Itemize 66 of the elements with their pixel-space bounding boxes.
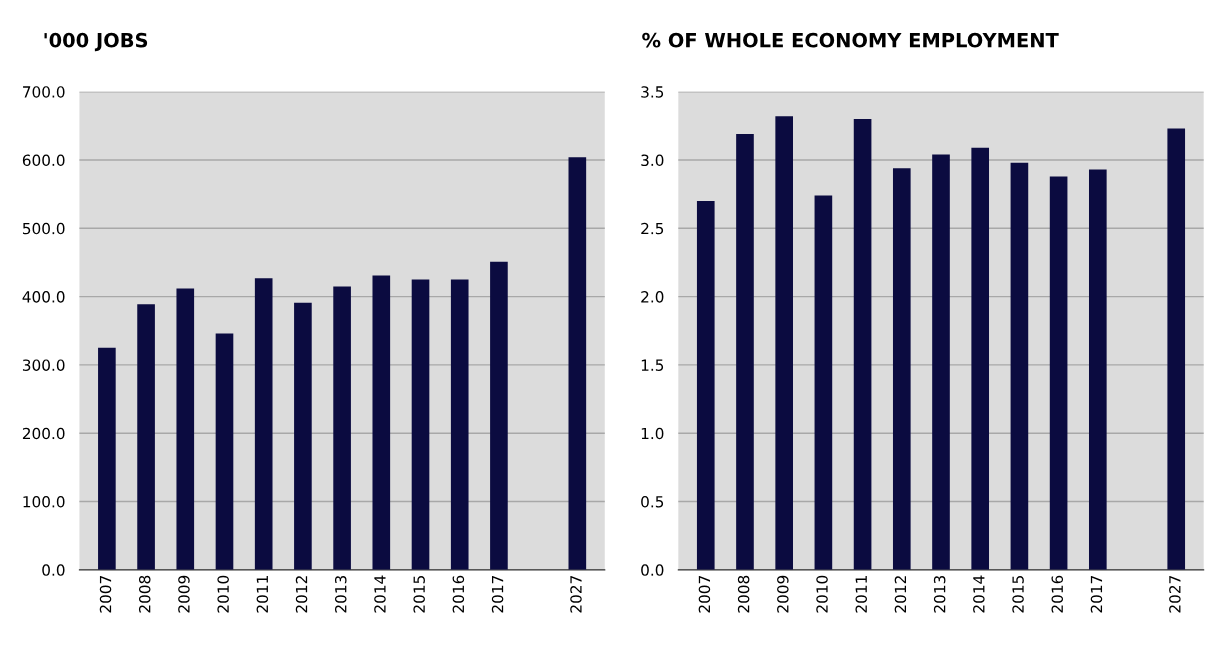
y-tick-label: 300.0 [22, 359, 65, 371]
y-tick-label: 400.0 [22, 291, 65, 303]
bar [971, 147, 990, 570]
x-tick-label: 2011 [855, 576, 868, 613]
y-tick-label: 200.0 [22, 427, 65, 440]
x-tick-label: 2027 [1169, 576, 1181, 613]
x-tick-label: 2016 [1051, 575, 1064, 613]
bar [932, 154, 950, 570]
bar [333, 286, 351, 570]
x-tick-label: 2009 [178, 575, 190, 613]
y-tick-label: 1.0 [641, 427, 664, 440]
x-tick-label: 2010 [217, 575, 229, 613]
bar [1049, 176, 1068, 570]
y-tick-label: 600.0 [22, 154, 65, 167]
chart-title: '000 JOBS [44, 32, 148, 52]
x-tick-label: 2008 [138, 575, 151, 613]
bar [372, 275, 391, 570]
y-tick-label: 0.0 [641, 564, 664, 576]
bar [775, 116, 793, 570]
bar [892, 168, 911, 570]
x-tick-label: 2012 [894, 576, 907, 613]
bar [696, 200, 715, 570]
bar [490, 261, 508, 570]
bar [254, 278, 273, 570]
x-tick-label: 2015 [1012, 576, 1024, 613]
x-tick-label: 2014 [973, 575, 985, 613]
x-tick-label: 2017 [1090, 576, 1103, 613]
bar [568, 157, 587, 570]
x-tick-label: 2010 [816, 575, 828, 613]
bar [294, 302, 312, 570]
y-tick-label: 700.0 [23, 86, 65, 98]
y-tick-label: 500.0 [22, 222, 65, 235]
x-tick-label: 2016 [452, 575, 465, 613]
bar [176, 288, 195, 570]
x-tick-label: 2012 [295, 576, 308, 613]
bar [1167, 128, 1186, 570]
bar [450, 279, 469, 570]
y-tick-label: 0.0 [42, 564, 65, 576]
x-tick-label: 2009 [777, 575, 789, 613]
chart-title: % OF WHOLE ECONOMY EMPLOYMENT [642, 32, 1059, 48]
y-tick-label: 3.0 [641, 154, 664, 167]
bar [215, 333, 234, 570]
x-tick-label: 2007 [99, 576, 112, 613]
x-tick-label: 2027 [570, 576, 582, 613]
y-tick-label: 3.5 [641, 86, 664, 98]
y-tick-label: 2.0 [641, 291, 664, 303]
x-tick-label: 2013 [334, 575, 347, 613]
y-tick-label: 100.0 [23, 496, 65, 508]
bar [736, 134, 754, 570]
x-tick-label: 2014 [374, 575, 386, 613]
bar [137, 304, 155, 570]
y-tick-label: 0.5 [641, 496, 664, 508]
x-tick-label: 2017 [491, 576, 504, 613]
bar [1089, 169, 1107, 570]
bar [814, 195, 833, 570]
bar [98, 347, 116, 570]
y-tick-label: 2.5 [641, 222, 664, 235]
x-tick-label: 2013 [933, 575, 946, 613]
x-tick-label: 2015 [413, 576, 425, 613]
x-tick-label: 2008 [737, 575, 750, 613]
x-tick-label: 2007 [698, 576, 711, 613]
bar [853, 119, 872, 570]
bar [1010, 162, 1029, 570]
x-tick-label: 2011 [256, 576, 269, 613]
y-tick-label: 1.5 [641, 359, 664, 371]
bar [411, 279, 430, 570]
